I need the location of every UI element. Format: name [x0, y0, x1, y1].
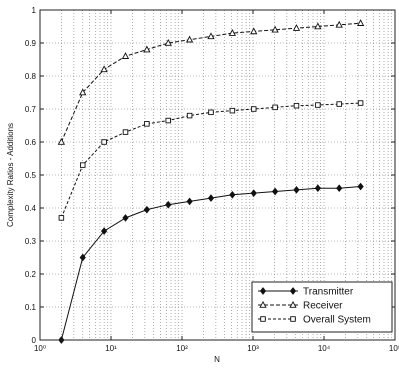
data-point-transmitter: [165, 200, 172, 209]
data-point-overall-system: [144, 121, 150, 127]
plot-series: [57, 19, 365, 344]
data-point-transmitter: [293, 186, 300, 194]
data-point-transmitter: [229, 190, 236, 199]
y-tick-label: 0.6: [25, 138, 37, 147]
legend-marker-overall-system: [260, 316, 266, 322]
data-point-transmitter: [336, 184, 343, 193]
data-point-receiver: [143, 45, 151, 53]
y-tick-label: 0.4: [25, 204, 37, 213]
data-point-overall-system: [336, 101, 342, 107]
y-tick-label: 0.3: [25, 237, 37, 246]
x-tick-label: 10⁵: [389, 344, 399, 353]
data-point-receiver: [164, 38, 172, 46]
data-point-overall-system: [101, 139, 107, 145]
data-point-receiver: [185, 35, 194, 43]
data-point-receiver: [57, 137, 66, 145]
data-point-overall-system: [250, 106, 257, 112]
data-point-receiver: [250, 27, 258, 35]
data-point-receiver: [356, 19, 365, 26]
data-point-receiver: [314, 22, 322, 30]
data-point-transmitter: [101, 227, 108, 235]
legend-marker-receiver: [289, 300, 297, 308]
data-point-receiver: [121, 52, 130, 59]
legend-marker-overall-system: [290, 316, 296, 322]
legend: Transmitter Receiver Overall System: [251, 281, 393, 333]
x-tick-label: 10²: [176, 344, 188, 353]
data-point-transmitter: [186, 197, 193, 206]
legend-marker-transmitter: [289, 287, 297, 295]
data-point-receiver: [271, 25, 279, 33]
data-point-transmitter: [79, 253, 86, 262]
y-tick-label: 0.7: [25, 105, 37, 114]
data-point-overall-system: [58, 215, 65, 221]
x-tick-label: 10¹: [105, 344, 117, 353]
data-point-overall-system: [165, 117, 171, 124]
series-receiver: [57, 19, 365, 145]
legend-marker-transmitter: [259, 287, 267, 295]
data-point-receiver: [100, 65, 108, 73]
data-point-overall-system: [293, 102, 300, 109]
data-point-overall-system: [79, 162, 86, 168]
data-point-overall-system: [186, 112, 193, 119]
y-tick-label: 0.8: [25, 72, 37, 81]
data-point-transmitter: [357, 182, 364, 191]
y-tick-label: 0.1: [25, 303, 37, 312]
x-tick-label: 10⁴: [318, 344, 331, 353]
x-axis-label: N: [214, 355, 220, 364]
y-tick-label: 0: [32, 336, 37, 345]
data-point-receiver: [228, 29, 237, 36]
legend-label-overall-system: Overall System: [303, 315, 371, 326]
series-overall-system: [58, 100, 364, 221]
data-point-transmitter: [207, 194, 215, 202]
data-point-overall-system: [315, 102, 321, 108]
data-point-receiver: [207, 32, 215, 40]
grid: [40, 10, 395, 340]
data-point-overall-system: [272, 104, 278, 111]
x-tick-label: 10⁰: [34, 344, 46, 353]
legend-marker-receiver: [259, 300, 267, 308]
axis-ticks: 10⁰ 10¹ 10² 10³ 10⁴ 10⁵ 0 0.1 0.2 0.3 0.4 0.5 0.6 0.7…: [25, 6, 399, 353]
data-point-transmitter: [250, 189, 257, 197]
data-point-overall-system: [357, 100, 364, 106]
y-tick-label: 1: [32, 6, 37, 15]
data-point-transmitter: [122, 214, 129, 222]
data-point-transmitter: [143, 205, 150, 214]
y-tick-label: 0.5: [25, 171, 37, 180]
legend-label-receiver: Receiver: [303, 301, 343, 312]
legend-box: [251, 281, 393, 333]
series-transmitter: [58, 182, 364, 344]
y-axis-label: Complexity Ratios - Additions: [6, 123, 15, 227]
data-point-receiver: [79, 88, 87, 96]
data-point-receiver: [292, 24, 301, 31]
data-point-receiver: [335, 20, 343, 28]
y-tick-label: 0.9: [25, 39, 37, 48]
legend-label-transmitter: Transmitter: [303, 287, 354, 298]
data-point-transmitter: [314, 184, 321, 193]
data-point-transmitter: [271, 187, 279, 196]
x-tick-label: 10³: [247, 344, 259, 353]
data-point-overall-system: [208, 109, 214, 116]
data-point-overall-system: [229, 107, 236, 114]
data-point-overall-system: [122, 129, 129, 135]
y-tick-label: 0.2: [25, 270, 37, 279]
